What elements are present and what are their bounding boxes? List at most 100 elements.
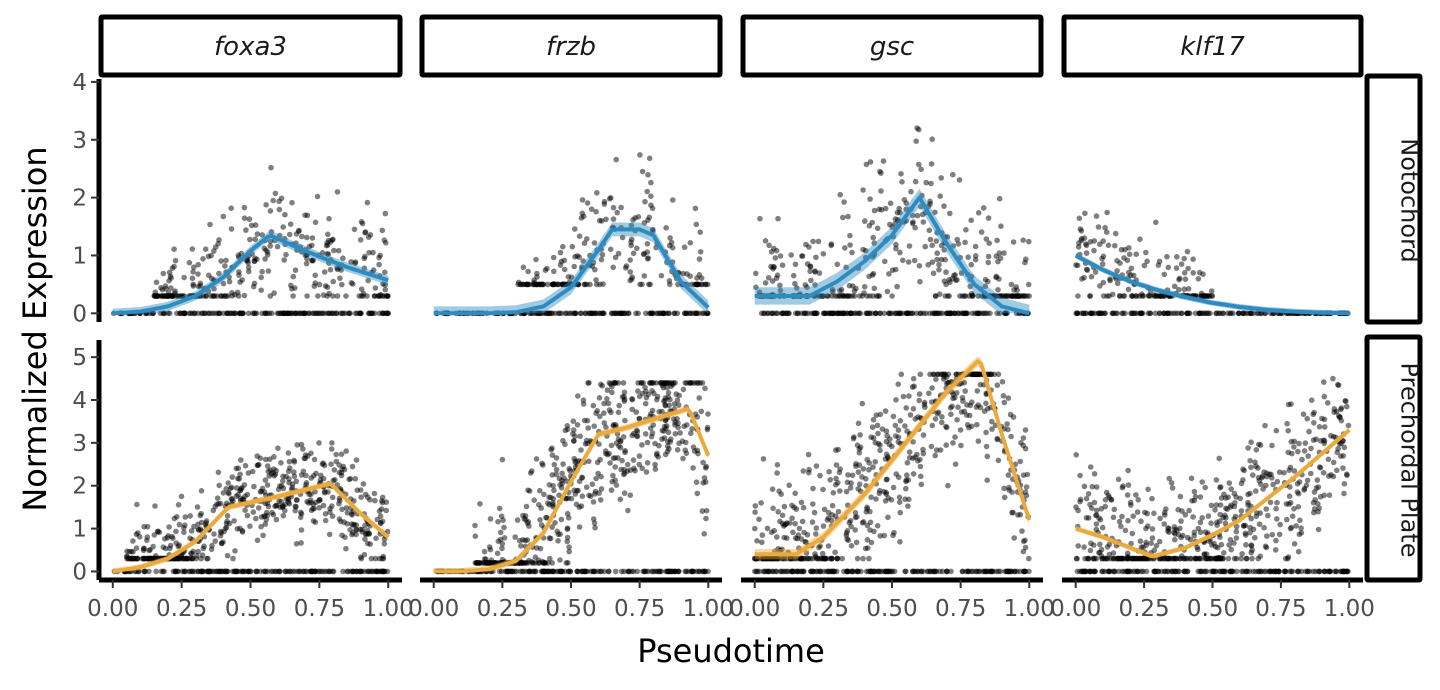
data-point xyxy=(800,568,807,575)
data-point xyxy=(208,252,214,259)
data-point xyxy=(373,535,379,542)
data-point xyxy=(796,525,803,532)
data-point xyxy=(564,525,571,531)
data-point xyxy=(1131,310,1137,317)
data-point xyxy=(1165,310,1172,317)
data-point xyxy=(860,187,866,193)
data-point xyxy=(267,456,273,463)
data-point xyxy=(799,253,805,259)
data-point xyxy=(1233,528,1240,535)
data-point xyxy=(1122,246,1128,253)
data-point xyxy=(937,568,943,575)
data-point xyxy=(1114,280,1121,287)
data-point xyxy=(1008,281,1015,288)
data-point xyxy=(1074,555,1080,562)
data-point xyxy=(644,188,650,195)
data-point xyxy=(957,293,963,299)
data-point xyxy=(769,278,776,284)
x-tick-label: 0.50 xyxy=(866,596,917,622)
data-point xyxy=(668,239,675,246)
data-point xyxy=(585,380,591,386)
data-point xyxy=(985,253,992,260)
data-point xyxy=(649,380,656,386)
data-point xyxy=(310,518,317,524)
data-point xyxy=(1178,310,1185,317)
data-point xyxy=(1085,515,1092,521)
data-point xyxy=(869,219,875,226)
data-point xyxy=(1295,504,1302,510)
data-point xyxy=(1140,544,1146,550)
data-point xyxy=(945,482,951,489)
data-point xyxy=(258,274,265,281)
data-point xyxy=(222,293,228,299)
data-point xyxy=(644,255,651,262)
fit-line xyxy=(112,481,390,574)
data-point xyxy=(975,310,981,317)
data-point xyxy=(980,205,987,211)
strip-label: frzb xyxy=(546,32,596,62)
data-point xyxy=(1119,513,1125,520)
data-point xyxy=(608,487,615,493)
data-point xyxy=(1228,486,1234,492)
data-point xyxy=(816,270,823,276)
data-point xyxy=(1248,515,1254,522)
data-point xyxy=(223,524,230,531)
y-tick-label: 0 xyxy=(72,559,87,585)
data-point xyxy=(1195,525,1202,532)
data-point xyxy=(563,560,570,566)
data-point xyxy=(362,536,368,542)
data-point xyxy=(907,412,914,418)
data-point xyxy=(822,310,829,317)
data-point xyxy=(652,440,658,447)
data-point xyxy=(565,495,571,502)
data-point xyxy=(649,205,656,212)
data-point xyxy=(321,269,328,275)
data-point xyxy=(1099,310,1106,317)
data-point xyxy=(343,293,349,299)
data-point xyxy=(241,215,248,221)
data-point xyxy=(624,461,631,468)
data-point xyxy=(557,249,564,256)
data-point xyxy=(987,310,993,317)
data-point xyxy=(893,471,899,477)
data-point xyxy=(237,279,243,285)
data-point xyxy=(267,238,274,245)
data-point xyxy=(531,497,537,504)
data-point xyxy=(1075,244,1082,250)
data-point xyxy=(133,568,140,575)
data-point xyxy=(647,425,654,432)
data-point xyxy=(880,158,887,164)
data-point xyxy=(1005,395,1012,401)
data-point xyxy=(325,231,331,238)
data-point xyxy=(1104,293,1110,299)
x-axis-col-3: 0.00 0.25 0.50 0.75 1.00 xyxy=(1050,577,1375,622)
data-point xyxy=(849,472,856,479)
data-point xyxy=(765,568,771,575)
data-point xyxy=(642,431,649,437)
data-point xyxy=(374,568,381,575)
data-point xyxy=(1171,283,1178,290)
data-point xyxy=(982,276,989,283)
data-point xyxy=(383,499,390,505)
data-point xyxy=(1019,528,1025,534)
data-point xyxy=(882,258,888,265)
data-point xyxy=(855,310,861,317)
data-point xyxy=(1270,481,1276,488)
data-point xyxy=(661,398,667,405)
data-point xyxy=(367,310,373,317)
data-point xyxy=(523,503,530,510)
data-point xyxy=(1306,428,1312,435)
data-point xyxy=(264,463,271,469)
data-point xyxy=(1166,529,1172,535)
data-point xyxy=(1026,293,1032,299)
data-point xyxy=(326,215,332,222)
data-point xyxy=(1100,238,1106,244)
data-point xyxy=(833,475,839,482)
data-point xyxy=(1214,522,1220,528)
data-point xyxy=(181,525,187,531)
data-point xyxy=(1157,515,1163,522)
data-point xyxy=(1075,543,1081,549)
data-point xyxy=(784,535,790,541)
data-point xyxy=(941,247,947,253)
panels xyxy=(110,125,1352,575)
